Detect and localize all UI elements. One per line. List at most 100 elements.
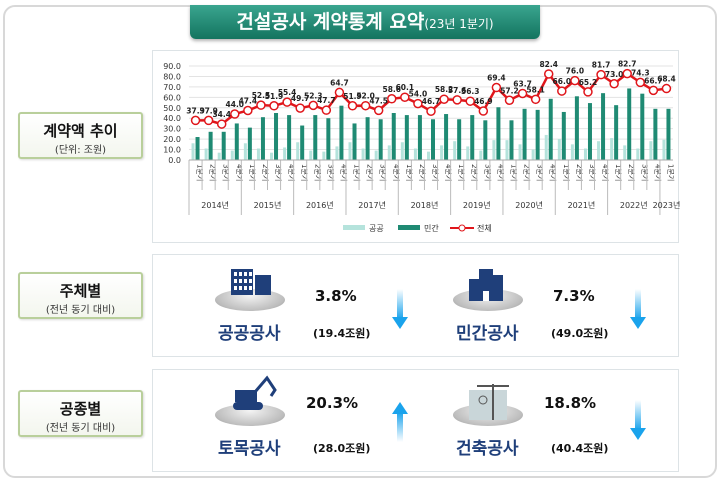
quarter-label: 1분기 xyxy=(614,164,623,181)
point-total xyxy=(517,88,528,99)
bar-private xyxy=(404,115,409,160)
year-label: 2017년 xyxy=(358,200,386,210)
bar-public xyxy=(243,143,247,160)
bar-public xyxy=(597,141,601,160)
data-label-total: 66.0 xyxy=(553,77,572,86)
data-label-total: 81.7 xyxy=(592,61,611,70)
point-total xyxy=(635,77,646,88)
data-label-total: 58.1 xyxy=(526,85,545,94)
quarter-label: 1분기 xyxy=(405,164,414,181)
section-label-trend: 계약액 추이 (단위: 조원) xyxy=(18,112,143,159)
bar-private xyxy=(614,105,619,160)
category-name: 토목공사 xyxy=(218,439,281,459)
bar-public xyxy=(427,151,430,160)
chart-panel: 0.0 10.0 20.0 30.0 40.0 50.0 60.0 70.0 80.0 90.0 1… xyxy=(152,50,680,243)
bar-private xyxy=(221,131,226,160)
data-label-total: 76.0 xyxy=(566,67,585,76)
point-total xyxy=(413,98,423,109)
y-tick-label: 10.0 xyxy=(163,146,181,155)
bar-private xyxy=(496,107,501,160)
y-tick-label: 30.0 xyxy=(163,125,181,134)
data-label-total: 58.2 xyxy=(435,85,454,94)
data-label-total: 47.5 xyxy=(369,96,388,105)
data-label-total: 34.4 xyxy=(212,110,231,119)
point-total xyxy=(570,75,580,86)
bar-private xyxy=(417,115,422,160)
contract-trend-chart: 0.010.0 20.030.0 40.050.0 60.070.0 80.090.0 1… xyxy=(163,60,680,233)
bar-public xyxy=(217,152,221,160)
bar-public xyxy=(649,141,653,160)
data-label-total: 82.4 xyxy=(539,60,558,69)
up-arrow-icon xyxy=(392,400,408,442)
stat-item: 민간공사 7.3% (49.0조원) xyxy=(391,255,646,358)
quarter-label: 3분기 xyxy=(536,164,545,181)
bar-public xyxy=(662,139,666,160)
year-label: 2022년 xyxy=(620,200,648,210)
section-title: 공종별 xyxy=(59,400,102,418)
change-percent: 7.3% xyxy=(553,287,595,305)
quarter-label: 4분기 xyxy=(549,164,558,181)
y-tick-label: 0.0 xyxy=(168,156,181,165)
data-label-total: 55.4 xyxy=(278,88,297,97)
bar-public xyxy=(531,149,535,160)
y-tick-label: 90.0 xyxy=(163,62,181,71)
point-total xyxy=(387,94,397,104)
point-total xyxy=(400,92,410,102)
office-building-icon xyxy=(229,267,273,301)
down-arrow-icon xyxy=(630,400,646,442)
tower-crane-icon xyxy=(467,382,511,426)
title-banner: 건설공사 계약통계 요약(23년 1분기) xyxy=(190,5,540,39)
bar-public xyxy=(492,140,496,160)
contract-amount: (49.0조원) xyxy=(551,327,609,340)
pedestal xyxy=(215,404,285,426)
legend-swatch-public xyxy=(343,225,365,230)
point-total xyxy=(557,86,567,96)
category-name: 민간공사 xyxy=(456,324,519,344)
quarter-label: 4분기 xyxy=(339,164,348,181)
quarter-label: 2분기 xyxy=(418,164,427,181)
quarter-label: 1분기 xyxy=(666,164,675,181)
quarter-label: 4분기 xyxy=(392,164,401,181)
data-label-total: 37.9 xyxy=(199,106,218,115)
year-label: 2018년 xyxy=(411,200,439,210)
point-total xyxy=(190,115,201,126)
data-label-total: 52.5 xyxy=(252,91,271,100)
bar-public xyxy=(440,145,444,160)
point-total xyxy=(609,79,619,89)
data-label-total: 60.1 xyxy=(396,83,415,92)
bar-private xyxy=(313,115,318,160)
y-tick-label: 70.0 xyxy=(163,83,181,92)
quarter-label: 2분기 xyxy=(209,164,218,181)
bar-private xyxy=(260,117,265,160)
point-total xyxy=(347,101,358,111)
quarter-label: 2분기 xyxy=(470,164,479,181)
quarter-label: 3분기 xyxy=(431,164,440,181)
quarter-label: 3분기 xyxy=(588,164,597,181)
y-tick-label: 80.0 xyxy=(163,72,181,81)
data-label-total: 51.9 xyxy=(343,92,362,101)
data-label-total: 58.6 xyxy=(382,85,401,94)
quarter-label: 2분기 xyxy=(366,164,375,181)
bar-public xyxy=(400,142,404,160)
point-total xyxy=(648,85,659,96)
contract-amount: (40.4조원) xyxy=(551,442,609,455)
point-total xyxy=(452,95,462,105)
data-label-total: 74.3 xyxy=(631,68,650,77)
y-tick-label: 60.0 xyxy=(163,93,181,102)
point-total xyxy=(543,69,554,79)
quarter-label: 1분기 xyxy=(300,164,309,181)
bar-public xyxy=(570,144,574,160)
bar-public xyxy=(466,146,470,160)
bar-private xyxy=(431,119,435,160)
bar-private xyxy=(561,111,566,160)
bar-public xyxy=(296,142,300,160)
category-name: 건축공사 xyxy=(456,439,519,459)
data-label-total: 37.9 xyxy=(186,106,205,115)
section-label-entity: 주체별 (전년 동기 대비) xyxy=(18,272,143,319)
bar-public xyxy=(374,150,378,160)
point-total xyxy=(282,97,292,107)
excavator-icon xyxy=(229,374,279,416)
data-label-total: 52.0 xyxy=(356,92,375,101)
quarter-label: 4분기 xyxy=(653,164,662,181)
bar-private xyxy=(483,120,488,160)
